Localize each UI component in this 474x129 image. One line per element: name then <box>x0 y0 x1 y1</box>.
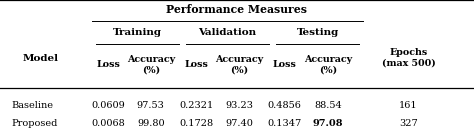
Text: 0.0609: 0.0609 <box>91 101 125 110</box>
Text: 0.0068: 0.0068 <box>91 119 125 128</box>
Text: 0.2321: 0.2321 <box>180 101 214 110</box>
Text: 0.1347: 0.1347 <box>267 119 301 128</box>
Text: Model: Model <box>22 54 58 63</box>
Text: Epochs
(max 500): Epochs (max 500) <box>382 48 436 68</box>
Text: Loss: Loss <box>96 60 120 69</box>
Text: 99.80: 99.80 <box>137 119 164 128</box>
Text: Accuracy
(%): Accuracy (%) <box>215 55 264 74</box>
Text: 97.53: 97.53 <box>137 101 164 110</box>
Text: 97.40: 97.40 <box>226 119 253 128</box>
Text: Validation: Validation <box>199 28 256 37</box>
Text: 0.1728: 0.1728 <box>180 119 214 128</box>
Text: Training: Training <box>113 28 162 37</box>
Text: Accuracy
(%): Accuracy (%) <box>127 55 175 74</box>
Text: 93.23: 93.23 <box>225 101 254 110</box>
Text: Loss: Loss <box>185 60 209 69</box>
Text: 0.4856: 0.4856 <box>267 101 301 110</box>
Text: Loss: Loss <box>273 60 296 69</box>
Text: Performance Measures: Performance Measures <box>166 3 308 15</box>
Text: Testing: Testing <box>296 28 339 37</box>
Text: 327: 327 <box>399 119 418 128</box>
Text: Proposed: Proposed <box>12 119 58 128</box>
Text: 161: 161 <box>399 101 418 110</box>
Text: 97.08: 97.08 <box>313 119 343 128</box>
Text: Accuracy
(%): Accuracy (%) <box>304 55 352 74</box>
Text: Baseline: Baseline <box>12 101 54 110</box>
Text: 88.54: 88.54 <box>314 101 342 110</box>
